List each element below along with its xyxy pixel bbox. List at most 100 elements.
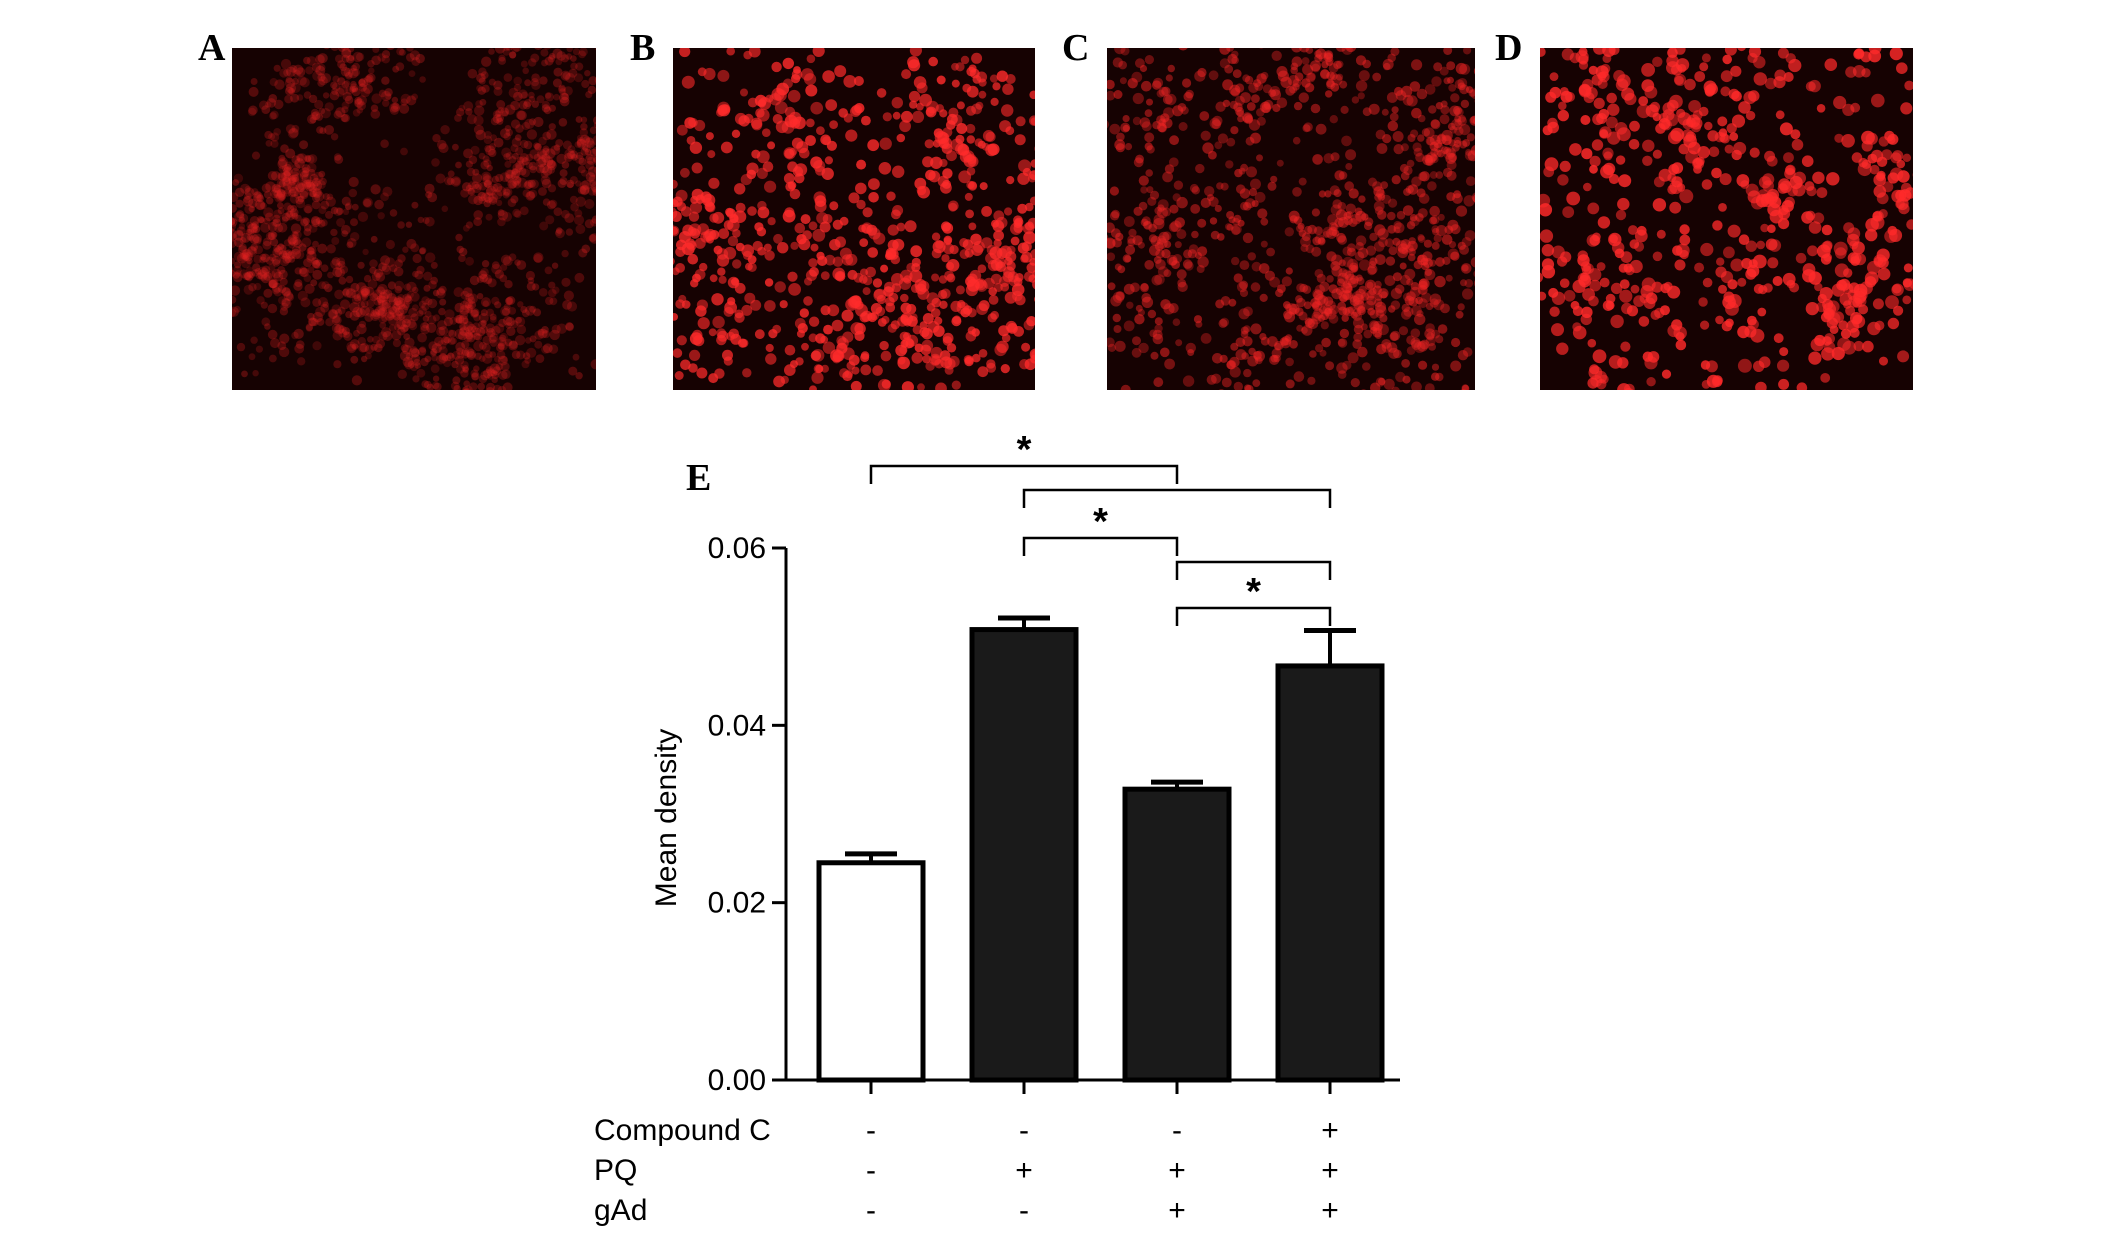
cell-nucleus <box>795 357 804 366</box>
cell-nucleus <box>526 129 538 140</box>
cell-nucleus <box>1317 237 1326 246</box>
cell-nucleus <box>1609 234 1618 244</box>
cell-nucleus <box>293 281 303 291</box>
cell-nucleus <box>552 78 562 88</box>
cell-nucleus <box>483 159 492 168</box>
cell-nucleus <box>246 223 258 235</box>
cell-nucleus <box>295 214 302 222</box>
cell-nucleus <box>708 177 720 189</box>
cell-nucleus <box>814 195 827 207</box>
cell-nucleus <box>1169 204 1179 214</box>
cell-nucleus <box>1451 118 1463 131</box>
cell-nucleus <box>377 305 388 316</box>
cell-nucleus <box>1814 282 1823 292</box>
cell-nucleus <box>291 331 299 340</box>
cell-nucleus <box>988 295 999 305</box>
cell-nucleus <box>1380 291 1388 299</box>
cell-nucleus <box>234 261 242 269</box>
cell-nucleus <box>541 326 549 334</box>
cell-nucleus <box>190 203 197 210</box>
cell-nucleus <box>340 299 350 310</box>
cell-nucleus <box>774 281 786 293</box>
cell-nucleus <box>500 263 508 271</box>
cell-nucleus <box>1705 33 1717 45</box>
cell-nucleus <box>490 183 499 192</box>
cell-nucleus <box>468 155 478 165</box>
cell-nucleus <box>235 199 244 208</box>
cell-nucleus <box>1227 53 1238 65</box>
cell-nucleus <box>513 91 523 102</box>
cell-nucleus <box>1132 235 1143 246</box>
cell-nucleus <box>331 87 339 95</box>
cell-nucleus <box>1193 315 1203 324</box>
cell-nucleus <box>374 199 384 210</box>
cell-nucleus <box>512 48 522 52</box>
cell-nucleus <box>896 133 906 143</box>
cell-nucleus <box>1429 432 1439 442</box>
cell-nucleus <box>1176 196 1188 209</box>
cell-nucleus <box>393 297 402 306</box>
cell-nucleus <box>360 40 368 48</box>
cell-nucleus <box>703 67 716 81</box>
cell-nucleus <box>1402 94 1414 106</box>
cell-nucleus <box>1569 143 1582 156</box>
cell-nucleus <box>508 307 517 315</box>
cell-nucleus <box>527 26 535 34</box>
cell-nucleus <box>342 327 350 335</box>
cell-nucleus <box>499 274 508 283</box>
cell-nucleus <box>466 307 473 314</box>
cell-nucleus <box>391 330 402 341</box>
cell-nucleus <box>1234 168 1243 178</box>
cell-nucleus <box>1368 103 1380 115</box>
cell-nucleus <box>1293 371 1305 382</box>
cell-nucleus <box>312 177 321 187</box>
cell-nucleus <box>1047 318 1058 329</box>
cell-nucleus <box>941 254 950 263</box>
cell-nucleus <box>541 153 551 163</box>
cell-nucleus <box>1387 53 1396 63</box>
cell-nucleus <box>1753 360 1765 372</box>
cell-nucleus <box>862 207 873 218</box>
cell-nucleus <box>381 55 390 64</box>
cell-nucleus <box>277 190 287 200</box>
cell-nucleus <box>446 416 453 423</box>
cell-nucleus <box>253 245 263 255</box>
cell-nucleus <box>483 179 493 188</box>
cell-nucleus <box>896 222 906 232</box>
cell-nucleus <box>1154 317 1163 326</box>
cell-nucleus <box>218 229 227 238</box>
cell-nucleus <box>1464 230 1475 241</box>
cell-nucleus <box>308 94 318 104</box>
cell-nucleus <box>1478 281 1489 292</box>
cell-nucleus <box>614 85 624 95</box>
cell-nucleus <box>1598 108 1610 120</box>
cell-nucleus <box>417 216 424 224</box>
cell-nucleus <box>561 277 571 287</box>
cell-nucleus <box>438 353 449 364</box>
cell-nucleus <box>300 218 309 227</box>
cell-nucleus <box>376 309 386 319</box>
cell-nucleus <box>706 235 714 244</box>
cell-nucleus <box>1409 214 1418 222</box>
cell-nucleus <box>713 245 723 255</box>
cell-nucleus <box>497 217 506 227</box>
cell-nucleus <box>537 328 548 339</box>
cell-nucleus <box>448 329 457 338</box>
cell-nucleus <box>293 173 304 183</box>
cell-nucleus <box>496 100 506 109</box>
cell-nucleus <box>1425 158 1434 167</box>
cell-nucleus <box>1779 347 1789 357</box>
cell-nucleus <box>356 95 367 106</box>
cell-nucleus <box>410 313 419 322</box>
cell-nucleus <box>535 354 545 363</box>
cell-nucleus <box>336 218 346 227</box>
cell-nucleus <box>348 36 355 43</box>
cell-nucleus <box>232 204 237 213</box>
cell-nucleus <box>1833 95 1847 110</box>
cell-nucleus <box>922 313 934 324</box>
cell-nucleus <box>582 144 591 153</box>
cell-nucleus <box>393 313 400 321</box>
cell-nucleus <box>443 317 453 327</box>
cell-nucleus <box>1876 192 1889 205</box>
cell-nucleus <box>346 241 354 249</box>
